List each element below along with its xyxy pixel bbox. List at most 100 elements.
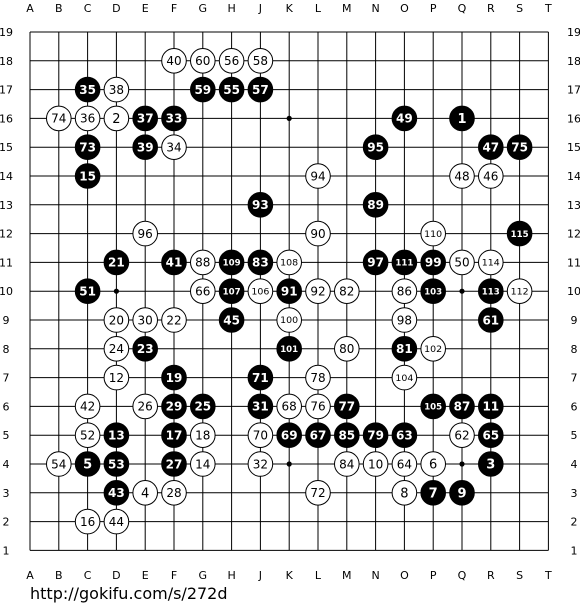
black-stone: 91 (276, 278, 303, 305)
stone-disc (420, 336, 447, 362)
white-stone: 30 (132, 307, 158, 333)
column-label: D (112, 569, 120, 582)
column-label: N (371, 569, 379, 582)
black-stone: 59 (190, 76, 216, 103)
move-number: 79 (367, 429, 384, 443)
row-label: 9 (3, 314, 10, 327)
stone-disc (247, 278, 274, 305)
white-stone: 80 (334, 336, 360, 362)
stone-disc (478, 451, 504, 477)
stone-disc (478, 278, 504, 305)
move-number: 29 (166, 400, 183, 414)
white-stone: 78 (305, 364, 331, 391)
white-stone: 36 (74, 105, 101, 132)
stone-disc (74, 451, 101, 477)
stone-disc (218, 76, 245, 103)
stone-disc (276, 393, 303, 420)
stone-disc (218, 278, 245, 305)
white-stone: 76 (305, 393, 331, 420)
black-stone: 43 (103, 480, 130, 506)
black-stone: 103 (420, 278, 447, 305)
black-stone: 57 (247, 76, 274, 103)
stone-disc (161, 249, 187, 276)
move-number: 44 (109, 515, 124, 529)
move-number: 35 (79, 83, 96, 97)
move-number: 51 (79, 285, 96, 299)
column-label: N (371, 2, 379, 15)
move-number: 61 (482, 313, 499, 327)
stone-disc (103, 249, 130, 276)
move-number: 93 (252, 198, 269, 212)
move-number: 92 (310, 285, 325, 299)
move-number: 103 (424, 287, 442, 297)
black-stone: 17 (161, 422, 187, 449)
black-stone: 33 (161, 105, 187, 132)
white-stone: 42 (74, 393, 101, 420)
black-stone: 9 (449, 480, 475, 506)
source-url[interactable]: http://gokifu.com/s/272d (30, 584, 228, 603)
stone-disc (334, 393, 360, 420)
move-number: 104 (395, 374, 413, 384)
row-label: 18 (0, 55, 13, 68)
stone-disc (74, 508, 101, 535)
stone-disc (449, 249, 475, 276)
stone-disc (247, 192, 274, 218)
stone-disc (218, 307, 245, 333)
row-label: 10 (567, 285, 580, 298)
stone-disc (420, 393, 447, 420)
column-label: O (400, 2, 409, 15)
column-label: G (199, 2, 208, 15)
column-label: L (315, 569, 322, 582)
move-number: 106 (251, 287, 269, 297)
move-number: 102 (424, 345, 442, 355)
white-stone: 38 (103, 76, 130, 103)
row-label: 9 (571, 314, 578, 327)
move-number: 8 (400, 486, 408, 501)
white-stone: 72 (305, 480, 331, 506)
stone-disc (420, 220, 447, 247)
stone-disc (362, 422, 389, 449)
move-number: 38 (109, 83, 124, 97)
stone-disc (420, 451, 447, 477)
move-number: 54 (51, 457, 66, 471)
black-stone: 49 (391, 105, 418, 132)
move-number: 64 (397, 457, 412, 471)
move-number: 5 (83, 458, 92, 473)
row-label: 11 (567, 256, 580, 269)
black-stone: 13 (103, 422, 130, 449)
stone-disc (132, 480, 158, 506)
column-label: G (199, 569, 208, 582)
white-stone: 86 (391, 278, 418, 305)
black-stone: 63 (391, 422, 418, 449)
stone-disc (161, 480, 187, 506)
stone-disc (391, 249, 418, 276)
black-stone: 115 (506, 220, 533, 247)
move-number: 113 (482, 287, 500, 297)
white-stone: 46 (478, 163, 504, 189)
row-label: 3 (3, 487, 10, 500)
stone-disc (478, 249, 504, 276)
stone-disc (449, 105, 475, 132)
move-number: 34 (166, 141, 181, 155)
move-number: 91 (281, 285, 298, 299)
stone-disc (161, 422, 187, 449)
stone-disc (334, 336, 360, 362)
stone-disc (161, 364, 187, 391)
stone-disc (190, 48, 216, 74)
white-stone: 10 (362, 451, 389, 477)
black-stone: 111 (391, 249, 418, 276)
black-stone: 95 (362, 134, 389, 160)
move-number: 76 (310, 400, 325, 414)
white-stone: 2 (103, 105, 130, 132)
white-stone: 60 (190, 48, 216, 74)
black-stone: 5 (74, 451, 101, 477)
column-label: M (342, 2, 352, 15)
column-label: M (342, 569, 352, 582)
row-label: 15 (0, 141, 13, 154)
stone-disc (74, 278, 101, 305)
white-stone: 50 (449, 249, 475, 276)
white-stone: 92 (305, 278, 331, 305)
move-number: 85 (338, 429, 355, 443)
white-stone: 6 (420, 451, 447, 477)
stone-disc (74, 134, 101, 160)
